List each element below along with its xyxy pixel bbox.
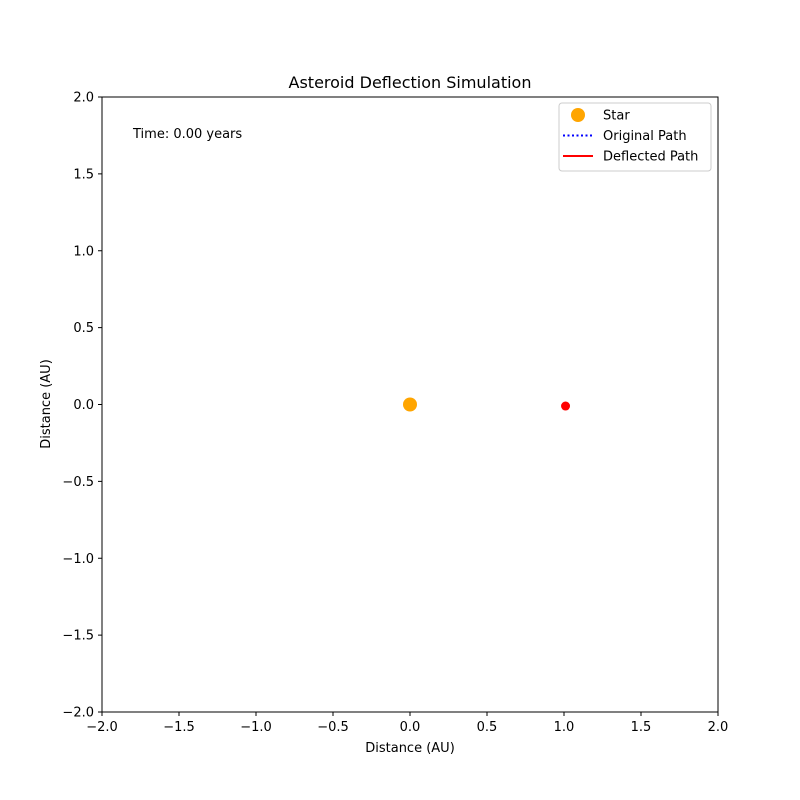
y-tick-label: −1.0: [62, 552, 94, 567]
y-tick-label: 1.0: [73, 244, 94, 259]
y-axis-label: Distance (AU): [39, 359, 54, 449]
legend-label: Deflected Path: [603, 150, 698, 165]
x-tick-label: −1.0: [240, 720, 272, 735]
x-axis-ticks: −2.0 −1.5 −1.0 −0.5 0.0 0.5 1.0 1.5 2.0: [86, 712, 728, 735]
y-tick-label: 0.5: [73, 321, 94, 336]
plot-frame: [101, 96, 719, 713]
y-tick-label: −1.5: [62, 629, 94, 644]
legend-label: Star: [603, 109, 630, 124]
y-tick-label: 2.0: [73, 91, 94, 106]
x-tick-label: −0.5: [317, 720, 349, 735]
legend-box: [558, 102, 712, 172]
star-marker: [403, 397, 417, 412]
chart-title: Asteroid Deflection Simulation: [289, 73, 532, 92]
x-tick-label: 1.0: [554, 720, 575, 735]
y-tick-label: 0.0: [73, 398, 94, 413]
x-tick-label: 1.5: [631, 720, 652, 735]
y-tick-label: −2.0: [62, 706, 94, 721]
legend-star-marker: [571, 108, 585, 122]
x-tick-label: −2.0: [86, 720, 118, 735]
x-tick-label: 0.0: [400, 720, 421, 735]
x-tick-label: −1.5: [163, 720, 195, 735]
x-axis-label: Distance (AU): [365, 741, 455, 756]
x-tick-label: 0.5: [477, 720, 498, 735]
y-axis-ticks: −2.0 −1.5 −1.0 −0.5 0.0 0.5 1.0 1.5 2.0: [62, 91, 102, 721]
legend: Star Original Path Deflected Path: [558, 102, 712, 172]
x-tick-label: 2.0: [708, 720, 729, 735]
y-tick-label: 1.5: [73, 167, 94, 182]
y-tick-label: −0.5: [62, 475, 94, 490]
plot-marks: [403, 397, 571, 412]
legend-label: Original Path: [603, 129, 687, 144]
time-annotation: Time: 0.00 years: [132, 127, 242, 142]
asteroid-marker: [561, 401, 571, 411]
